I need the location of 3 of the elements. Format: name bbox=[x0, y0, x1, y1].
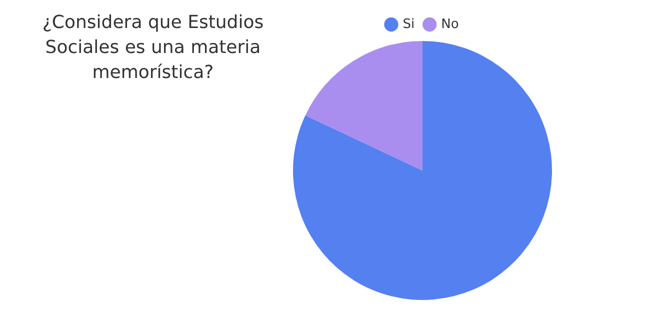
text: ¿Considera que Estudios Sociales es una materia memorística? bbox=[41, 11, 265, 85]
legend-label: Si bbox=[402, 16, 415, 32]
legend-label: No bbox=[441, 16, 459, 32]
